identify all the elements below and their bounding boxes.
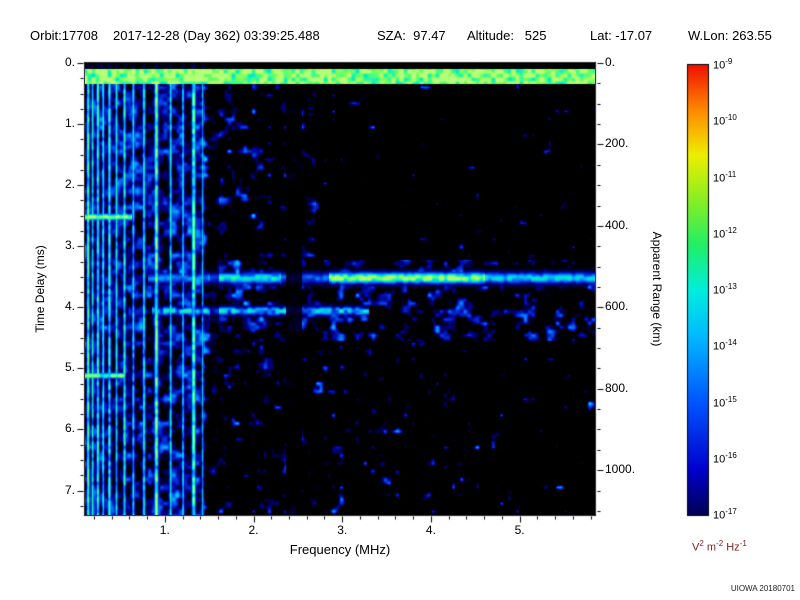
y-axis-title: Time Delay (ms) xyxy=(33,245,47,333)
y2-axis-title: Apparent Range (km) xyxy=(650,231,664,347)
colorbar-unit-label: V2 m-2 Hz-1 xyxy=(692,539,747,554)
credit-text: UIOWA 20180701 xyxy=(730,584,795,593)
x-axis-title: Frequency (MHz) xyxy=(289,542,391,557)
spectrogram-canvas xyxy=(85,63,595,515)
